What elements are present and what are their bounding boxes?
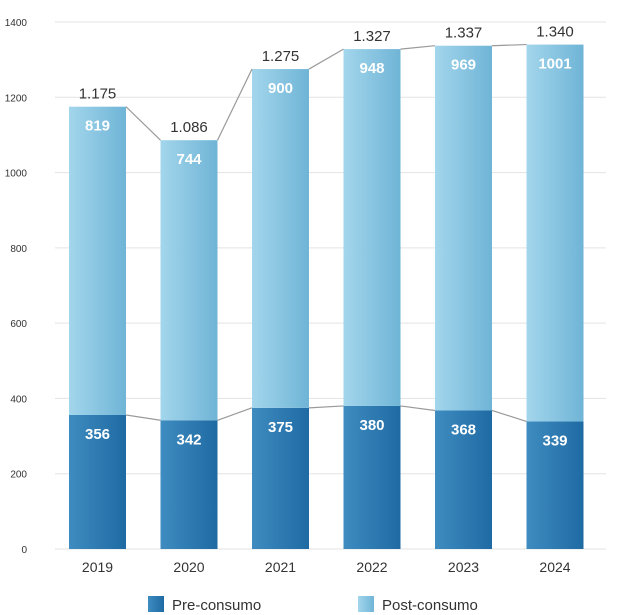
x-tick-label: 2020 (173, 559, 204, 575)
bar-label-pre-consumo: 375 (268, 419, 293, 436)
bar-label-post-consumo: 819 (85, 118, 110, 135)
y-tick-label: 400 (10, 394, 27, 405)
bar-label-post-consumo: 744 (176, 151, 202, 168)
connector-lines (125, 43, 527, 422)
y-tick-label: 600 (10, 319, 27, 330)
y-axis: 0 200 400 600 800 1000 1200 1400 (5, 18, 28, 556)
x-tick-label: 2024 (539, 559, 570, 575)
total-label: 1.340 (536, 24, 574, 41)
bar-pre-consumo-2020 (160, 420, 218, 549)
y-tick-label: 1200 (5, 93, 28, 104)
bar-post-consumo-2023 (435, 45, 492, 411)
legend-label-post-consumo: Post-consumo (382, 597, 478, 614)
bar-label-post-consumo: 948 (359, 60, 384, 77)
total-label: 1.275 (262, 48, 300, 65)
bar-post-consumo-2019 (69, 106, 126, 415)
y-tick-label: 200 (10, 470, 27, 481)
bar-label-post-consumo: 969 (451, 57, 476, 74)
x-tick-label: 2022 (356, 559, 387, 575)
gridlines (55, 21, 606, 550)
y-tick-label: 1400 (5, 18, 28, 29)
legend: Pre-consumo Post-consumo (148, 596, 478, 614)
bar-label-post-consumo: 900 (268, 80, 293, 97)
bar-label-pre-consumo: 380 (359, 417, 384, 434)
bar-label-pre-consumo: 339 (542, 432, 567, 449)
bar-label-post-consumo: 1001 (538, 56, 571, 73)
legend-swatch-pre-consumo (148, 596, 164, 612)
y-tick-label: 1000 (5, 169, 28, 180)
bar-pre-consumo-2024 (526, 421, 584, 549)
total-label: 1.337 (445, 25, 483, 42)
total-label: 1.086 (170, 119, 208, 136)
bar-label-pre-consumo: 368 (451, 421, 476, 438)
bar-pre-consumo-2019 (69, 414, 126, 549)
bar-label-pre-consumo: 356 (85, 426, 110, 443)
bar-post-consumo-2021 (252, 69, 309, 408)
bar-post-consumo-2022 (343, 49, 401, 406)
total-label: 1.175 (79, 86, 117, 103)
bar-post-consumo-2024 (526, 44, 584, 422)
bar-label-pre-consumo: 342 (176, 431, 201, 448)
x-tick-label: 2019 (82, 559, 113, 575)
x-tick-label: 2023 (448, 559, 479, 575)
pre-consumo-connector-line (125, 405, 527, 422)
total-label: 1.327 (353, 28, 391, 45)
y-tick-label: 0 (21, 545, 27, 556)
legend-swatch-post-consumo (358, 596, 374, 612)
bar-post-consumo-2020 (160, 140, 218, 421)
total-connector-line (125, 43, 527, 141)
bar-labels: 356 819 1.175 342 744 1.086 375 900 1.275 380 948 1… (79, 24, 574, 450)
bars (69, 44, 584, 549)
y-tick-label: 800 (10, 244, 27, 255)
bar-pre-consumo-2022 (343, 405, 401, 549)
bar-pre-consumo-2021 (252, 407, 309, 549)
x-axis: 2019 2020 2021 2022 2023 2024 (82, 559, 571, 575)
x-tick-label: 2021 (265, 559, 296, 575)
legend-label-pre-consumo: Pre-consumo (172, 597, 261, 614)
bar-pre-consumo-2023 (435, 410, 492, 549)
